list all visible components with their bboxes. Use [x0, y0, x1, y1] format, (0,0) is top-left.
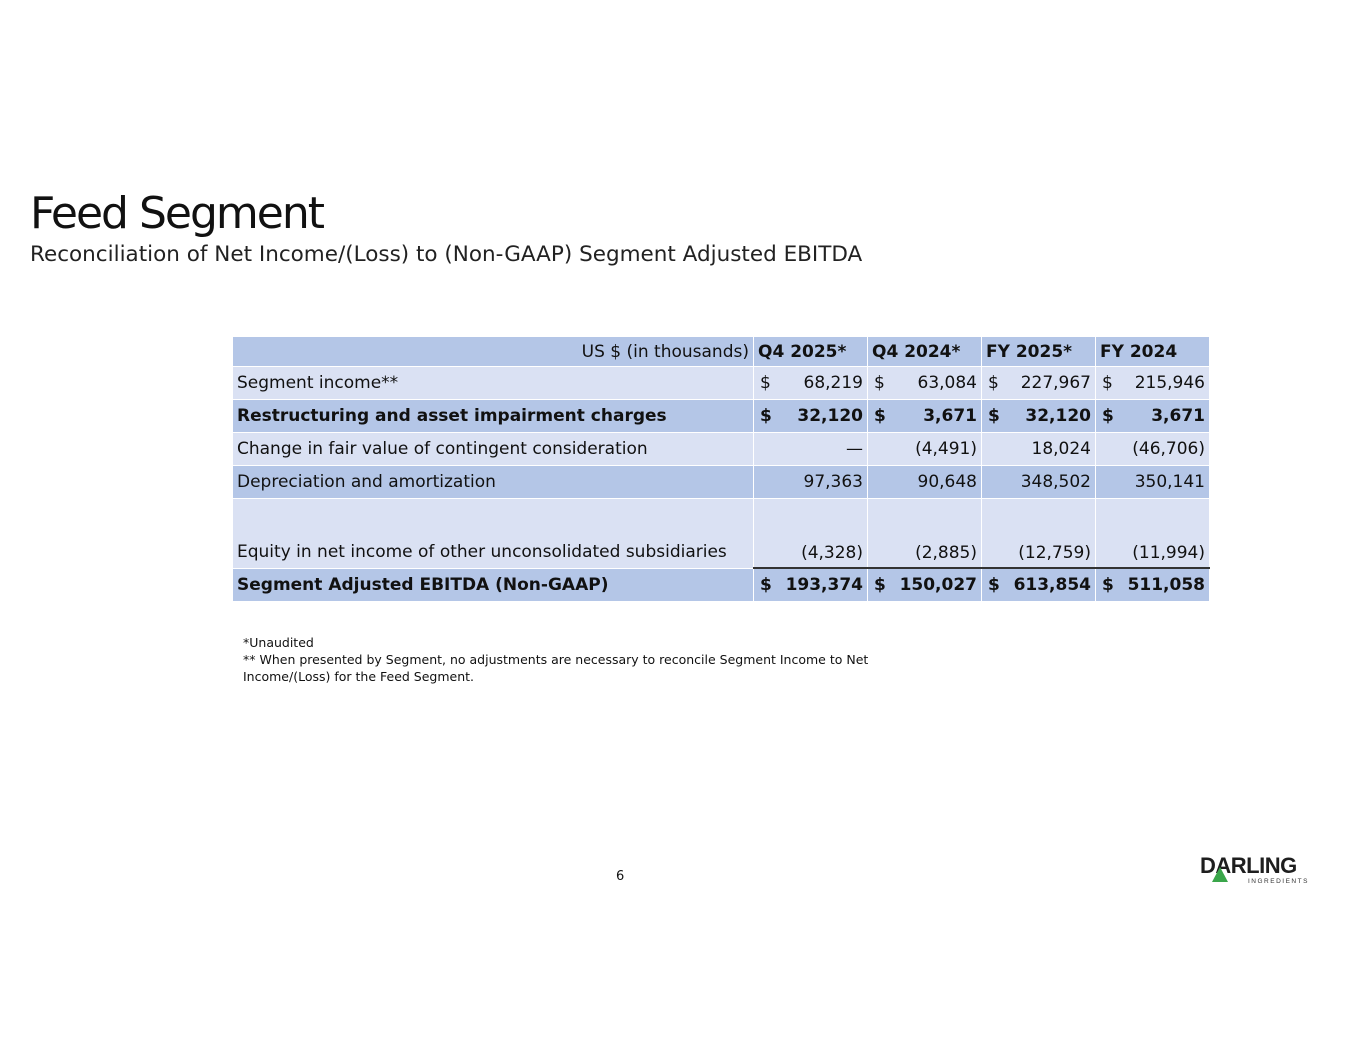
value: (11,994) [1132, 543, 1205, 563]
cell-value: $193,374 [753, 567, 868, 602]
currency-symbol: $ [874, 373, 885, 393]
header-units: US $ (in thousands) [233, 337, 754, 367]
currency-symbol: $ [988, 406, 1000, 426]
value: 3,671 [923, 406, 977, 426]
page-number: 6 [616, 869, 625, 884]
reconciliation-table: US $ (in thousands) Q4 2025* Q4 2024* FY… [233, 337, 1210, 602]
value: 68,219 [803, 373, 863, 393]
currency-symbol: $ [760, 575, 772, 595]
value: 32,120 [1025, 406, 1091, 426]
currency-symbol: $ [1102, 575, 1114, 595]
cell-value: — [753, 432, 868, 466]
cell-value: 348,502 [981, 465, 1096, 499]
cell-value: $32,120 [981, 399, 1096, 433]
cell-value: $32,120 [753, 399, 868, 433]
value: 63,084 [917, 373, 977, 393]
header-q4-2025: Q4 2025* [753, 337, 868, 367]
value: (2,885) [915, 543, 977, 563]
value: — [846, 439, 863, 459]
value: (4,328) [801, 543, 863, 563]
currency-symbol: $ [988, 373, 999, 393]
cell-value: $3,671 [1095, 399, 1210, 433]
footnote-segment: ** When presented by Segment, no adjustm… [243, 652, 869, 684]
cell-value: $3,671 [867, 399, 982, 433]
cell-value: 97,363 [753, 465, 868, 499]
cell-value: (46,706) [1095, 432, 1210, 466]
currency-symbol: $ [760, 406, 772, 426]
cell-value: (4,328) [753, 498, 868, 569]
cell-value: (2,885) [867, 498, 982, 569]
currency-symbol: $ [874, 406, 886, 426]
value: 150,027 [899, 575, 977, 595]
value: 350,141 [1134, 472, 1205, 492]
value: 227,967 [1020, 373, 1091, 393]
header-fy-2024: FY 2024 [1095, 337, 1210, 367]
value: 511,058 [1127, 575, 1205, 595]
cell-value: 350,141 [1095, 465, 1210, 499]
svg-text:INGREDIENTS: INGREDIENTS [1248, 878, 1309, 885]
value: 3,671 [1151, 406, 1205, 426]
footnote-unaudited: *Unaudited [243, 635, 314, 650]
cell-value: $68,219 [753, 366, 868, 400]
table-row: Equity in net income of other unconsolid… [233, 498, 1210, 569]
svg-text:DARLING: DARLING [1200, 853, 1297, 878]
row-label: Equity in net income of other unconsolid… [233, 498, 754, 569]
cell-value: (12,759) [981, 498, 1096, 569]
cell-value: $613,854 [981, 567, 1096, 602]
cell-value: 90,648 [867, 465, 982, 499]
value: 193,374 [785, 575, 863, 595]
row-label: Segment income** [233, 366, 754, 400]
value: 90,648 [917, 472, 977, 492]
table-row: Change in fair value of contingent consi… [233, 432, 1210, 466]
currency-symbol: $ [1102, 373, 1113, 393]
darling-logo: DARLING INGREDIENTS [1200, 853, 1310, 891]
value: (46,706) [1132, 439, 1205, 459]
triangle-icon [1212, 867, 1228, 882]
cell-value: $150,027 [867, 567, 982, 602]
header-q4-2024: Q4 2024* [867, 337, 982, 367]
currency-symbol: $ [874, 575, 886, 595]
row-label: Segment Adjusted EBITDA (Non-GAAP) [233, 568, 754, 602]
table-row-total: Segment Adjusted EBITDA (Non-GAAP) $193,3… [233, 567, 1210, 602]
value: 215,946 [1134, 373, 1205, 393]
cell-value: 18,024 [981, 432, 1096, 466]
header-fy-2025: FY 2025* [981, 337, 1096, 367]
cell-value: $511,058 [1095, 567, 1210, 602]
currency-symbol: $ [988, 575, 1000, 595]
row-label: Change in fair value of contingent consi… [233, 432, 754, 466]
value: 613,854 [1013, 575, 1091, 595]
page-title: Feed Segment [30, 188, 325, 239]
cell-value: (11,994) [1095, 498, 1210, 569]
cell-value: $227,967 [981, 366, 1096, 400]
value: 97,363 [803, 472, 863, 492]
table-row: Segment income** $68,219 $63,084 $227,967 $2… [233, 366, 1210, 400]
value: 32,120 [797, 406, 863, 426]
table-row: Depreciation and amortization 97,363 90,64… [233, 465, 1210, 499]
cell-value: (4,491) [867, 432, 982, 466]
row-label: Depreciation and amortization [233, 465, 754, 499]
row-label: Restructuring and asset impairment charg… [233, 399, 754, 433]
value: 18,024 [1031, 439, 1091, 459]
currency-symbol: $ [1102, 406, 1114, 426]
table-row: Restructuring and asset impairment charg… [233, 399, 1210, 433]
value: 348,502 [1020, 472, 1091, 492]
value: (12,759) [1018, 543, 1091, 563]
cell-value: $63,084 [867, 366, 982, 400]
table-header-row: US $ (in thousands) Q4 2025* Q4 2024* FY… [233, 337, 1210, 367]
footnotes: *Unaudited ** When presented by Segment,… [243, 634, 903, 685]
value: (4,491) [915, 439, 977, 459]
currency-symbol: $ [760, 373, 771, 393]
cell-value: $215,946 [1095, 366, 1210, 400]
page-subtitle: Reconciliation of Net Income/(Loss) to (… [30, 242, 863, 267]
